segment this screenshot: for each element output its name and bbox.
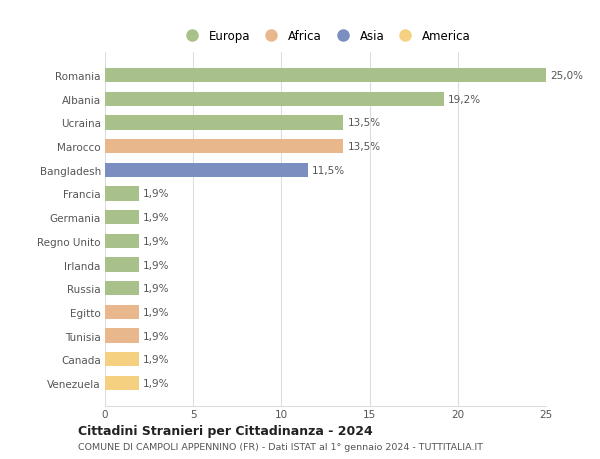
Bar [105, 376, 139, 390]
Text: 1,9%: 1,9% [143, 260, 169, 270]
Text: 1,9%: 1,9% [143, 213, 169, 223]
Bar [105, 281, 139, 296]
Bar [105, 329, 139, 343]
Bar [105, 140, 343, 154]
Text: 1,9%: 1,9% [143, 331, 169, 341]
Text: COMUNE DI CAMPOLI APPENNINO (FR) - Dati ISTAT al 1° gennaio 2024 - TUTTITALIA.IT: COMUNE DI CAMPOLI APPENNINO (FR) - Dati … [78, 442, 483, 451]
Bar [105, 305, 139, 319]
Bar [105, 258, 139, 272]
Text: 19,2%: 19,2% [448, 95, 481, 105]
Text: 11,5%: 11,5% [312, 165, 346, 175]
Text: 1,9%: 1,9% [143, 354, 169, 364]
Text: Cittadini Stranieri per Cittadinanza - 2024: Cittadini Stranieri per Cittadinanza - 2… [78, 424, 373, 437]
Text: 1,9%: 1,9% [143, 307, 169, 317]
Text: 13,5%: 13,5% [347, 118, 380, 128]
Text: 13,5%: 13,5% [347, 142, 380, 152]
Bar [105, 234, 139, 248]
Bar [105, 92, 443, 106]
Text: 1,9%: 1,9% [143, 236, 169, 246]
Text: 1,9%: 1,9% [143, 378, 169, 388]
Bar [105, 163, 308, 178]
Legend: Europa, Africa, Asia, America: Europa, Africa, Asia, America [177, 27, 474, 47]
Bar [105, 353, 139, 367]
Text: 1,9%: 1,9% [143, 189, 169, 199]
Bar [105, 69, 546, 83]
Bar [105, 187, 139, 201]
Bar [105, 116, 343, 130]
Text: 1,9%: 1,9% [143, 284, 169, 294]
Text: 25,0%: 25,0% [550, 71, 583, 81]
Bar [105, 211, 139, 225]
